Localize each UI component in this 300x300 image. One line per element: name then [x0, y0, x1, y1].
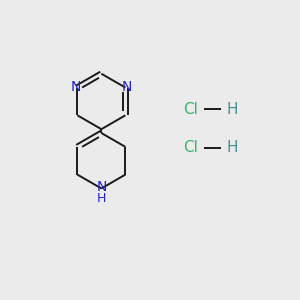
Text: H: H — [227, 140, 239, 155]
Text: N: N — [122, 80, 132, 94]
Text: H: H — [97, 192, 106, 205]
Text: N: N — [71, 80, 81, 94]
Text: Cl: Cl — [183, 102, 198, 117]
Text: N: N — [96, 180, 106, 194]
Text: Cl: Cl — [183, 140, 198, 155]
Text: H: H — [227, 102, 239, 117]
